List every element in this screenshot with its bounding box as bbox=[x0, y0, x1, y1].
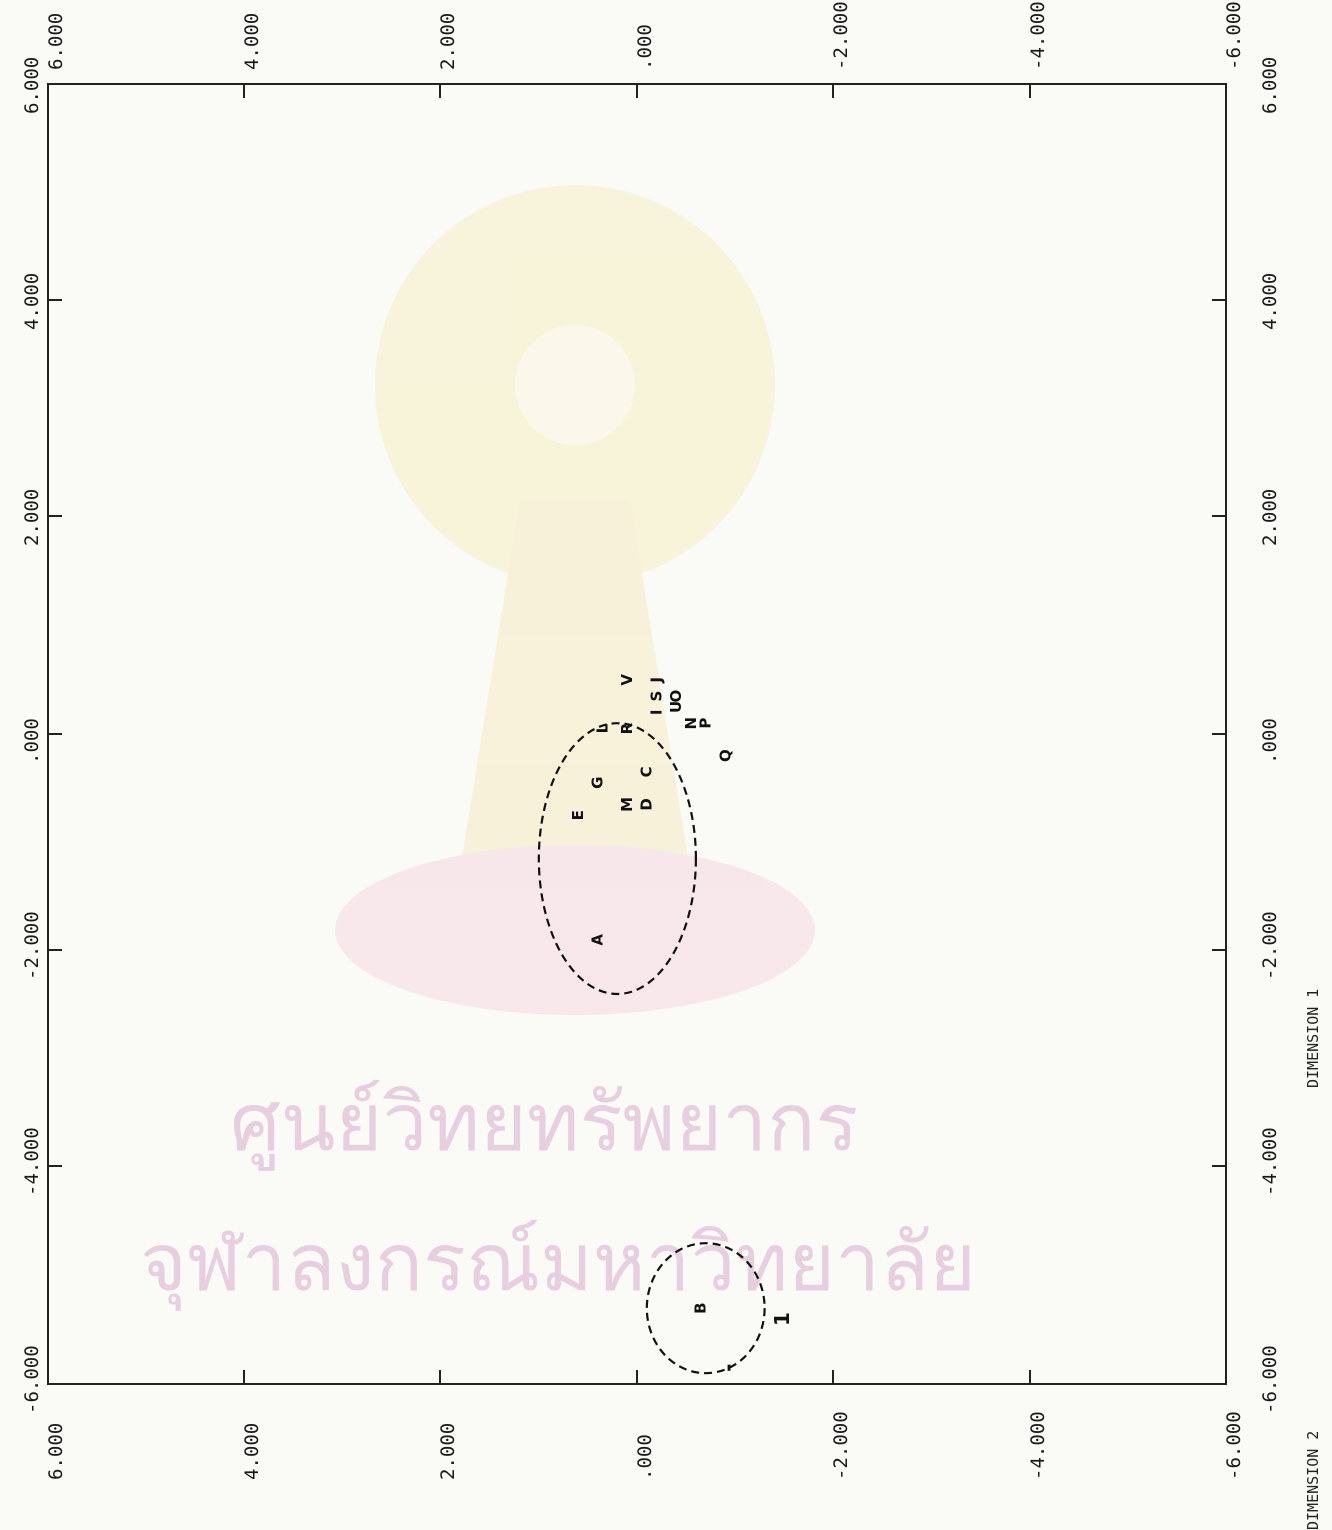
annotation-mark: - bbox=[716, 1364, 740, 1372]
annotation-mark: 1 bbox=[770, 1312, 794, 1326]
dim2-tick-label-top: 2.000 bbox=[437, 13, 459, 70]
point-label-b: B bbox=[692, 1302, 710, 1313]
point-label-a: A bbox=[589, 934, 607, 946]
dim1-tick-label-right: -6.000 bbox=[1259, 1345, 1281, 1414]
watermark-emblem bbox=[335, 185, 815, 1015]
dim1-tick-label-left: 6.000 bbox=[21, 57, 43, 114]
dim2-tick-label-top: .000 bbox=[634, 24, 656, 70]
dim1-tick-label-left: -4.000 bbox=[21, 1127, 43, 1196]
point-label-g: G bbox=[589, 777, 607, 789]
dim2-tick-label-bottom: 4.000 bbox=[241, 1423, 263, 1480]
watermark-line-2: จุฬาลงกรณ์มหาวิทยาลัย bbox=[140, 1216, 976, 1311]
dim1-tick-label-right: 4.000 bbox=[1259, 273, 1281, 330]
dim1-tick-label-right: -2.000 bbox=[1259, 911, 1281, 980]
watermark-line-1: ศูนย์วิทยทรัพยากร bbox=[230, 1076, 859, 1171]
dim1-tick-label-left: .000 bbox=[21, 718, 43, 764]
point-label-e: E bbox=[569, 810, 587, 820]
cluster-ellipse bbox=[537, 722, 697, 996]
y-axis-title: DIMENSION 2 bbox=[1304, 1431, 1322, 1530]
dim1-tick-label-left: 4.000 bbox=[21, 273, 43, 330]
dim1-tick-label-right: 6.000 bbox=[1259, 57, 1281, 114]
point-label-s: S bbox=[648, 691, 666, 702]
point-label-p: P bbox=[697, 718, 715, 729]
dim1-tick-label-right: .000 bbox=[1259, 718, 1281, 764]
dim1-tick-label-right: 2.000 bbox=[1259, 489, 1281, 546]
dim2-tick-label-bottom: .000 bbox=[634, 1434, 656, 1480]
point-label-q: Q bbox=[716, 749, 734, 762]
cluster-circle bbox=[645, 1242, 766, 1375]
point-label-o: O bbox=[667, 690, 685, 703]
point-label-c: C bbox=[638, 766, 656, 777]
dim1-tick-label-left: 2.000 bbox=[21, 489, 43, 546]
point-label-m: M bbox=[618, 797, 636, 812]
dim2-tick-label-bottom: 6.000 bbox=[45, 1423, 67, 1480]
dim2-tick-label-top: -6.000 bbox=[1223, 1, 1245, 70]
dim1-tick-label-left: -2.000 bbox=[21, 911, 43, 980]
dim2-tick-label-bottom: -4.000 bbox=[1027, 1411, 1049, 1480]
point-label-n: N bbox=[682, 717, 700, 730]
point-label-r: R bbox=[618, 722, 636, 734]
dim2-tick-label-bottom: -2.000 bbox=[830, 1411, 852, 1480]
cluster-group bbox=[537, 722, 766, 1375]
point-label-j: J bbox=[648, 677, 666, 684]
point-label-i: I bbox=[648, 710, 666, 716]
point-label-u: U bbox=[667, 701, 685, 713]
point-label-l: L bbox=[594, 723, 612, 733]
dim1-tick-label-right: -4.000 bbox=[1259, 1127, 1281, 1196]
dim2-tick-label-top: -4.000 bbox=[1027, 1, 1049, 70]
dim2-tick-label-bottom: -6.000 bbox=[1223, 1411, 1245, 1480]
dim2-tick-label-top: -2.000 bbox=[830, 1, 852, 70]
dim2-tick-label-bottom: 2.000 bbox=[437, 1423, 459, 1480]
dim1-tick-label-left: -6.000 bbox=[21, 1345, 43, 1414]
dim2-tick-label-top: 4.000 bbox=[241, 13, 263, 70]
x-axis-title: DIMENSION 1 bbox=[1304, 989, 1322, 1088]
watermark-text: ศูนย์วิทยทรัพยากร จุฬาลงกรณ์มหาวิทยาลัย bbox=[140, 1076, 976, 1311]
dim2-tick-label-top: 6.000 bbox=[45, 13, 67, 70]
point-label-d: D bbox=[638, 798, 656, 810]
point-label-v: V bbox=[618, 674, 636, 686]
